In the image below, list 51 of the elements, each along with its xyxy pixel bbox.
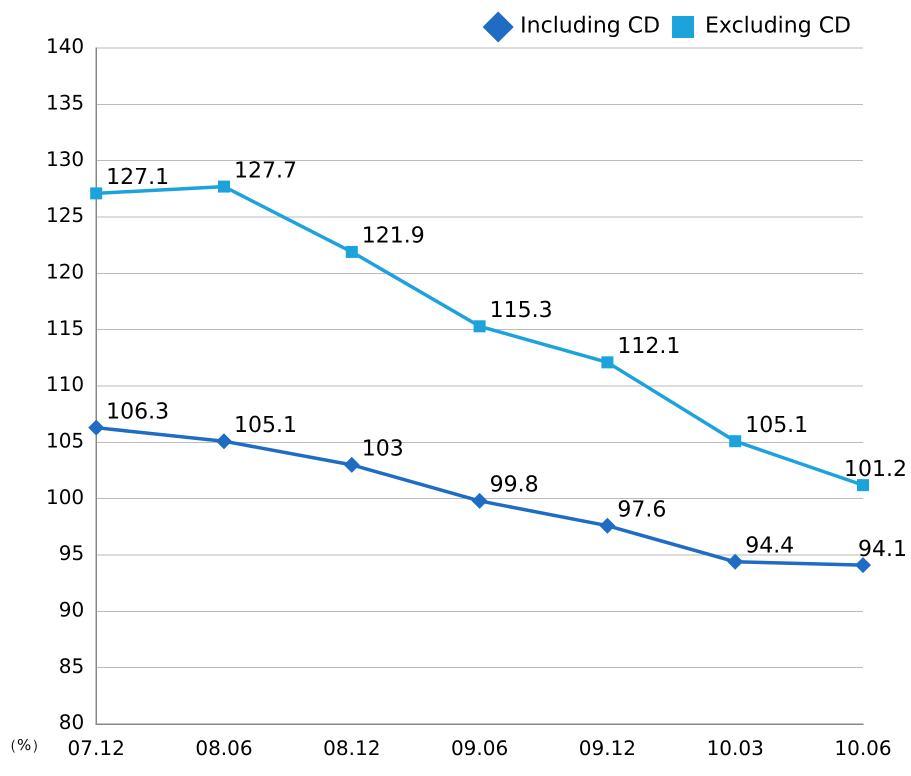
y-tick-label: 80 [58, 710, 84, 734]
y-tick-label: 90 [58, 598, 84, 622]
y-tick-label: 140 [46, 34, 84, 58]
point [88, 420, 104, 436]
point [729, 435, 742, 448]
x-tick-label: 09.06 [450, 736, 508, 760]
y-tick-label: 135 [46, 90, 84, 115]
y-tick-label: 95 [58, 541, 84, 566]
point [218, 180, 230, 193]
point [599, 518, 616, 534]
data-label: 115.3 [490, 298, 553, 324]
data-label: 99.8 [490, 472, 539, 498]
point [472, 492, 488, 509]
x-tick-label: 08.12 [323, 736, 380, 760]
data-label: 101.2 [844, 456, 908, 482]
x-tick-label: 10.06 [834, 736, 892, 760]
text: （%） [2, 736, 46, 754]
legend-label: Including CD [520, 14, 660, 39]
point [856, 479, 870, 492]
data-label: 112.1 [617, 334, 680, 360]
y-tick-label: 110 [46, 372, 84, 396]
data-label: 106.3 [106, 399, 170, 424]
data-label: 105.1 [745, 412, 808, 438]
x-tick-label: 10.03 [706, 736, 764, 760]
data-label: 97.6 [617, 497, 666, 522]
x-tick-label: 07.12 [68, 736, 125, 760]
point [344, 456, 360, 473]
point [855, 557, 871, 574]
point [346, 246, 358, 258]
point [216, 433, 232, 450]
data-label: 94.1 [858, 536, 907, 562]
y-tick-label: 125 [46, 203, 84, 228]
data-label: 127.7 [234, 158, 297, 184]
y-tick-label: 120 [46, 260, 84, 284]
y-tick-label: 100 [46, 484, 84, 509]
data-label: 127.1 [106, 165, 170, 190]
y-tick-label: 105 [46, 428, 84, 453]
point [727, 554, 744, 570]
x-tick-label: 08.06 [195, 736, 253, 760]
data-label: 121.9 [362, 224, 425, 249]
data-label: 105.1 [234, 412, 297, 438]
point [474, 320, 486, 332]
y-tick-label: 130 [46, 146, 84, 171]
data-label: 103 [362, 436, 404, 462]
point [90, 187, 102, 200]
legend-label: Excluding CD [705, 14, 852, 39]
point [601, 356, 614, 368]
y-tick-label: 115 [46, 316, 84, 340]
data-label: 94.4 [745, 533, 794, 558]
y-tick-label: 85 [58, 654, 84, 678]
x-tick-label: 09.12 [578, 736, 636, 760]
